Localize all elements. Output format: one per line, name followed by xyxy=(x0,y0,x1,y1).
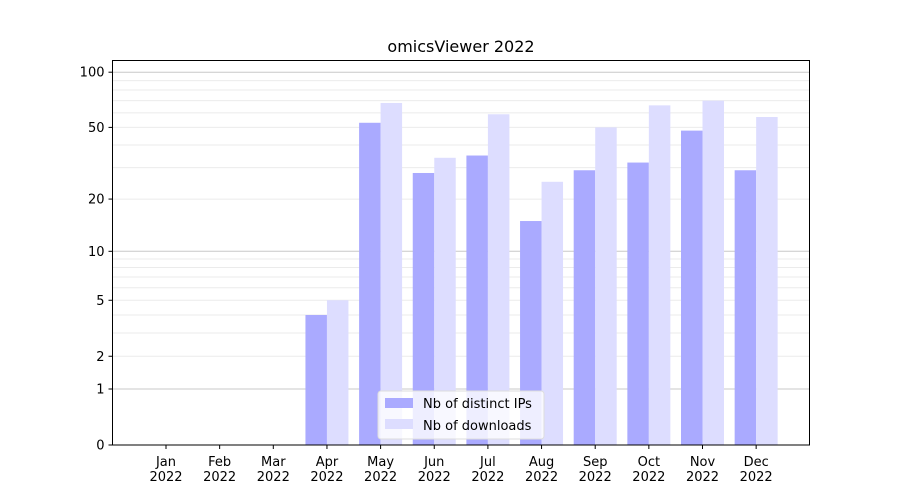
bar-downloads xyxy=(541,181,564,446)
y-tick-label: 0 xyxy=(96,439,104,454)
y-tick-label: 100 xyxy=(80,66,105,81)
legend-swatch-downloads xyxy=(385,419,413,429)
y-tick-label: 1 xyxy=(96,383,104,398)
bar-ips xyxy=(359,122,381,446)
bar-ips xyxy=(734,170,757,446)
bar-downloads xyxy=(326,300,349,445)
x-tick-label: Nov xyxy=(690,455,716,470)
x-tick-label: 2022 xyxy=(686,470,719,485)
legend-label-downloads: Nb of downloads xyxy=(423,419,532,434)
bar-downloads xyxy=(756,117,778,446)
chart-title: omicsViewer 2022 xyxy=(387,37,534,56)
bar-downloads xyxy=(487,114,510,446)
x-axis: Jan2022Feb2022Mar2022Apr2022May2022Jun20… xyxy=(149,445,773,485)
bar-ips xyxy=(573,170,596,446)
bar-downloads xyxy=(702,100,724,445)
bars xyxy=(305,100,778,446)
x-tick-label: 2022 xyxy=(740,470,773,485)
x-tick-label: 2022 xyxy=(525,470,558,485)
bar-ips xyxy=(305,314,327,445)
x-tick-label: 2022 xyxy=(418,470,451,485)
bar-ips xyxy=(466,155,488,445)
y-tick-label: 5 xyxy=(96,294,104,309)
y-tick-label: 10 xyxy=(88,245,105,260)
x-tick-label: 2022 xyxy=(364,470,397,485)
y-axis: 0 1 2 5 10 20 50 100 xyxy=(80,66,113,454)
bar-downloads xyxy=(595,127,617,446)
legend-swatch-ips xyxy=(385,398,413,408)
x-tick-label: Oct xyxy=(638,455,660,470)
legend-label-ips: Nb of distinct IPs xyxy=(423,397,532,412)
x-tick-label: Aug xyxy=(529,455,554,470)
x-tick-label: 2022 xyxy=(471,470,504,485)
bar-ips xyxy=(412,172,435,446)
y-tick-label: 20 xyxy=(88,193,105,208)
x-tick-label: Apr xyxy=(316,455,339,470)
y-tick-label: 2 xyxy=(96,350,104,365)
x-tick-label: Dec xyxy=(744,455,769,470)
bar-ips xyxy=(520,221,542,445)
x-tick-label: 2022 xyxy=(257,470,290,485)
x-tick-label: Jan xyxy=(155,455,176,470)
legend: Nb of distinct IPs Nb of downloads xyxy=(377,390,545,440)
x-tick-label: Feb xyxy=(208,455,231,470)
x-tick-label: 2022 xyxy=(579,470,612,485)
bar-downloads xyxy=(434,157,456,445)
y-tick-label: 50 xyxy=(88,121,105,136)
x-tick-label: Jul xyxy=(479,455,496,470)
bar-ips xyxy=(627,162,649,446)
x-tick-label: Jun xyxy=(423,455,444,470)
gridlines xyxy=(112,71,810,390)
x-tick-label: Mar xyxy=(261,455,286,470)
bar-downloads xyxy=(648,105,671,445)
plot-frame xyxy=(112,60,810,446)
x-tick-label: 2022 xyxy=(310,470,343,485)
bar-downloads xyxy=(380,102,403,446)
x-tick-label: May xyxy=(367,455,394,470)
x-tick-label: 2022 xyxy=(149,470,182,485)
legend-box xyxy=(377,390,545,440)
x-tick-label: 2022 xyxy=(632,470,665,485)
bar-ips xyxy=(681,130,703,445)
x-tick-label: 2022 xyxy=(203,470,236,485)
x-tick-label: Sep xyxy=(583,455,608,470)
